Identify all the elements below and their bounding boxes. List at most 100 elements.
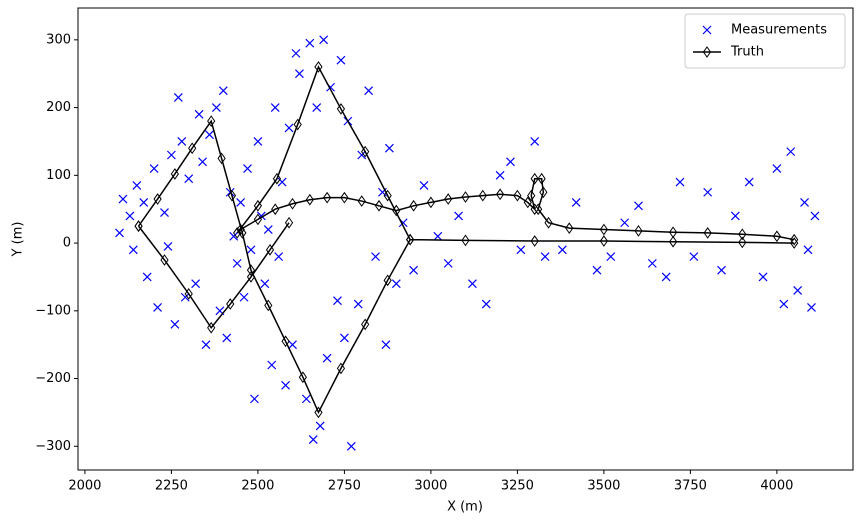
measurement-marker: [263, 225, 273, 234]
measurement-marker: [333, 296, 342, 306]
measurement-marker: [322, 353, 332, 363]
truth-marker: [539, 186, 548, 199]
truth-marker: [409, 199, 418, 212]
measurement-marker: [260, 279, 270, 289]
measurement-marker: [730, 211, 740, 221]
measurement-marker: [620, 218, 630, 228]
measurement-marker: [288, 340, 297, 350]
measurement-marker: [239, 292, 249, 302]
measurement-marker: [744, 177, 754, 187]
truth-marker: [383, 274, 392, 287]
measurement-marker: [409, 265, 419, 275]
truth-marker: [534, 203, 543, 216]
measurement-marker: [125, 211, 135, 221]
legend-box: [684, 13, 846, 69]
truth-marker: [361, 318, 370, 331]
measurement-marker: [232, 258, 242, 268]
truth-marker: [703, 227, 712, 239]
measurement-marker: [222, 333, 232, 343]
measurement-marker: [357, 150, 367, 160]
x-tick-label: 3500: [587, 479, 620, 494]
measurement-marker: [675, 177, 685, 187]
y-tick-label: −100: [35, 303, 71, 318]
measurement-marker: [218, 86, 228, 96]
measurement-marker: [807, 302, 816, 312]
measurement-marker: [384, 143, 394, 153]
measurement-marker: [246, 245, 256, 255]
measurement-marker: [346, 441, 356, 451]
x-tick-label: 2000: [68, 479, 101, 494]
measurement-marker: [467, 279, 477, 289]
measurement-marker: [270, 103, 280, 113]
measurement-marker: [281, 380, 291, 390]
measurement-marker: [180, 292, 190, 302]
truth-marker: [288, 197, 297, 210]
measurement-marker: [295, 69, 304, 79]
truth-marker: [184, 287, 193, 300]
truth-marker: [153, 193, 162, 205]
truth-marker: [565, 222, 574, 235]
x-tick-label: 2750: [328, 479, 361, 494]
truth-marker: [772, 230, 781, 243]
measurement-marker: [371, 252, 380, 262]
truth-marker: [246, 264, 256, 277]
measurement-marker: [291, 48, 301, 58]
x-tick-label: 2500: [241, 479, 274, 494]
truth-marker: [383, 189, 392, 202]
plot-frame: [77, 7, 854, 471]
measurement-marker: [250, 394, 259, 404]
measurement-marker: [170, 319, 180, 329]
measurement-marker: [779, 299, 789, 309]
y-tick-label: 100: [46, 168, 71, 183]
measurement-marker: [530, 137, 540, 146]
truth-marker: [406, 233, 415, 246]
truth-marker: [160, 254, 169, 266]
measurement-marker: [495, 170, 505, 180]
measurement-marker: [336, 55, 346, 65]
measurement-marker: [689, 252, 699, 262]
measurement-marker: [758, 272, 768, 282]
truth-marker: [340, 191, 349, 204]
measurement-marker: [253, 137, 263, 146]
truth-marker: [253, 199, 263, 212]
measurement-marker: [703, 187, 713, 197]
measurement-marker: [160, 208, 169, 218]
truth-marker: [374, 199, 384, 212]
truth-marker: [530, 172, 539, 185]
measurement-marker: [236, 197, 246, 207]
measurement-marker: [142, 272, 152, 282]
measurement-marker: [516, 245, 526, 255]
truth-marker: [444, 193, 453, 205]
truth-line: [137, 65, 795, 415]
measurement-marker: [419, 181, 429, 190]
measurement-marker: [115, 228, 124, 238]
legend-label: Truth: [730, 45, 764, 60]
measurement-marker: [132, 181, 142, 190]
truth-marker: [272, 172, 282, 185]
measurement-marker: [277, 177, 287, 187]
measurement-marker: [772, 164, 782, 173]
truth-marker: [246, 271, 256, 283]
truth-marker: [599, 235, 609, 247]
truth-marker: [478, 189, 487, 202]
legend-marker: [702, 46, 712, 58]
truth-marker: [336, 103, 346, 115]
x-tick-label: 4000: [760, 479, 793, 494]
measurement-marker: [184, 174, 194, 184]
measurement-marker: [308, 435, 318, 444]
measurement-marker: [166, 150, 176, 160]
measurement-marker: [717, 265, 726, 275]
truth-marker: [170, 168, 179, 180]
measurement-marker: [139, 197, 149, 207]
truth-marker: [281, 335, 290, 348]
truth-marker: [207, 321, 216, 334]
truth-marker: [233, 227, 242, 239]
truth-marker: [530, 203, 539, 216]
truth-marker: [544, 216, 553, 229]
x-axis-label: X (m): [447, 500, 483, 515]
measurement-marker: [274, 252, 284, 262]
measurement-marker: [353, 299, 363, 309]
measurement-marker: [557, 245, 567, 255]
truth-marker: [426, 196, 436, 209]
